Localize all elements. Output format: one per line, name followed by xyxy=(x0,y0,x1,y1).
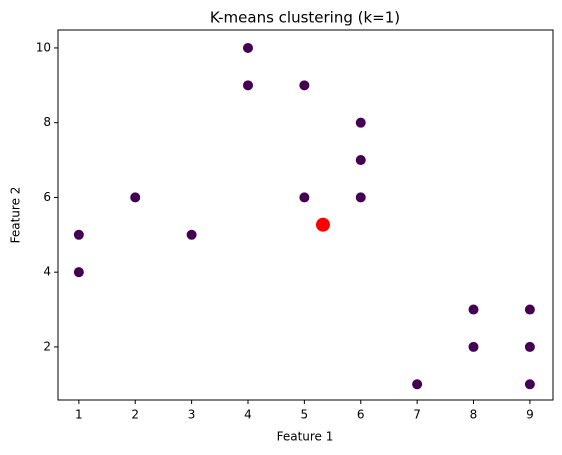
point xyxy=(412,379,423,390)
point xyxy=(299,192,310,203)
y-tick-label: 6 xyxy=(43,190,51,204)
y-tick-label: 2 xyxy=(43,339,51,353)
point xyxy=(524,379,535,390)
x-tick-label: 5 xyxy=(301,408,309,422)
point xyxy=(524,341,535,352)
point xyxy=(130,192,141,203)
y-tick-label: 4 xyxy=(43,265,51,279)
point xyxy=(355,155,366,166)
point xyxy=(355,117,366,128)
x-axis-label: Feature 1 xyxy=(277,430,334,444)
x-tick-label: 3 xyxy=(188,408,196,422)
point xyxy=(186,229,197,240)
point xyxy=(468,304,479,315)
x-tick-label: 2 xyxy=(131,408,139,422)
x-tick-label: 7 xyxy=(413,408,421,422)
plot-frame xyxy=(57,29,554,401)
x-tick-label: 8 xyxy=(470,408,478,422)
point xyxy=(524,304,535,315)
y-axis-label: Feature 2 xyxy=(9,187,23,244)
point xyxy=(299,80,310,91)
x-tick-label: 1 xyxy=(75,408,83,422)
point xyxy=(355,192,366,203)
y-tick-label: 10 xyxy=(36,40,51,54)
point xyxy=(73,267,84,278)
point xyxy=(242,80,253,91)
point xyxy=(315,217,330,232)
chart-title: K-means clustering (k=1) xyxy=(210,9,400,27)
point xyxy=(468,341,479,352)
y-tick-label: 8 xyxy=(43,115,51,129)
x-tick-label: 6 xyxy=(357,408,365,422)
x-tick-label: 4 xyxy=(244,408,252,422)
point xyxy=(242,42,253,53)
x-tick-label: 9 xyxy=(526,408,534,422)
point xyxy=(73,229,84,240)
